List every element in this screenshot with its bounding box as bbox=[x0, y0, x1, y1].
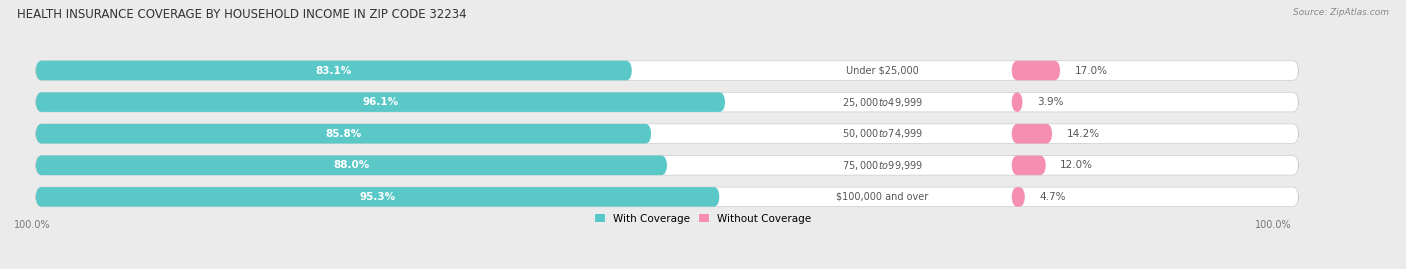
Text: $25,000 to $49,999: $25,000 to $49,999 bbox=[842, 95, 922, 109]
Text: 96.1%: 96.1% bbox=[363, 97, 398, 107]
FancyBboxPatch shape bbox=[1011, 187, 1025, 207]
FancyBboxPatch shape bbox=[1011, 92, 1022, 112]
Text: 100.0%: 100.0% bbox=[14, 220, 51, 230]
Text: HEALTH INSURANCE COVERAGE BY HOUSEHOLD INCOME IN ZIP CODE 32234: HEALTH INSURANCE COVERAGE BY HOUSEHOLD I… bbox=[17, 8, 467, 21]
Text: 14.2%: 14.2% bbox=[1067, 129, 1099, 139]
FancyBboxPatch shape bbox=[35, 155, 666, 175]
Text: 12.0%: 12.0% bbox=[1060, 160, 1094, 170]
FancyBboxPatch shape bbox=[1011, 61, 1060, 80]
Text: Under $25,000: Under $25,000 bbox=[846, 66, 918, 76]
FancyBboxPatch shape bbox=[35, 155, 1299, 175]
FancyBboxPatch shape bbox=[1011, 155, 1046, 175]
Text: 4.7%: 4.7% bbox=[1039, 192, 1066, 202]
FancyBboxPatch shape bbox=[35, 92, 725, 112]
FancyBboxPatch shape bbox=[35, 187, 1299, 207]
Text: 95.3%: 95.3% bbox=[360, 192, 395, 202]
FancyBboxPatch shape bbox=[35, 61, 1299, 80]
FancyBboxPatch shape bbox=[35, 61, 631, 80]
FancyBboxPatch shape bbox=[35, 92, 1299, 112]
Text: 17.0%: 17.0% bbox=[1074, 66, 1108, 76]
FancyBboxPatch shape bbox=[35, 187, 720, 207]
Text: 88.0%: 88.0% bbox=[333, 160, 370, 170]
Text: 100.0%: 100.0% bbox=[1254, 220, 1291, 230]
Text: 83.1%: 83.1% bbox=[316, 66, 352, 76]
Text: Source: ZipAtlas.com: Source: ZipAtlas.com bbox=[1294, 8, 1389, 17]
Text: 3.9%: 3.9% bbox=[1038, 97, 1063, 107]
FancyBboxPatch shape bbox=[35, 124, 1299, 143]
FancyBboxPatch shape bbox=[1011, 124, 1052, 143]
Legend: With Coverage, Without Coverage: With Coverage, Without Coverage bbox=[595, 214, 811, 224]
Text: 85.8%: 85.8% bbox=[325, 129, 361, 139]
Text: $50,000 to $74,999: $50,000 to $74,999 bbox=[842, 127, 922, 140]
Text: $100,000 and over: $100,000 and over bbox=[837, 192, 928, 202]
Text: $75,000 to $99,999: $75,000 to $99,999 bbox=[842, 159, 922, 172]
FancyBboxPatch shape bbox=[35, 124, 651, 143]
